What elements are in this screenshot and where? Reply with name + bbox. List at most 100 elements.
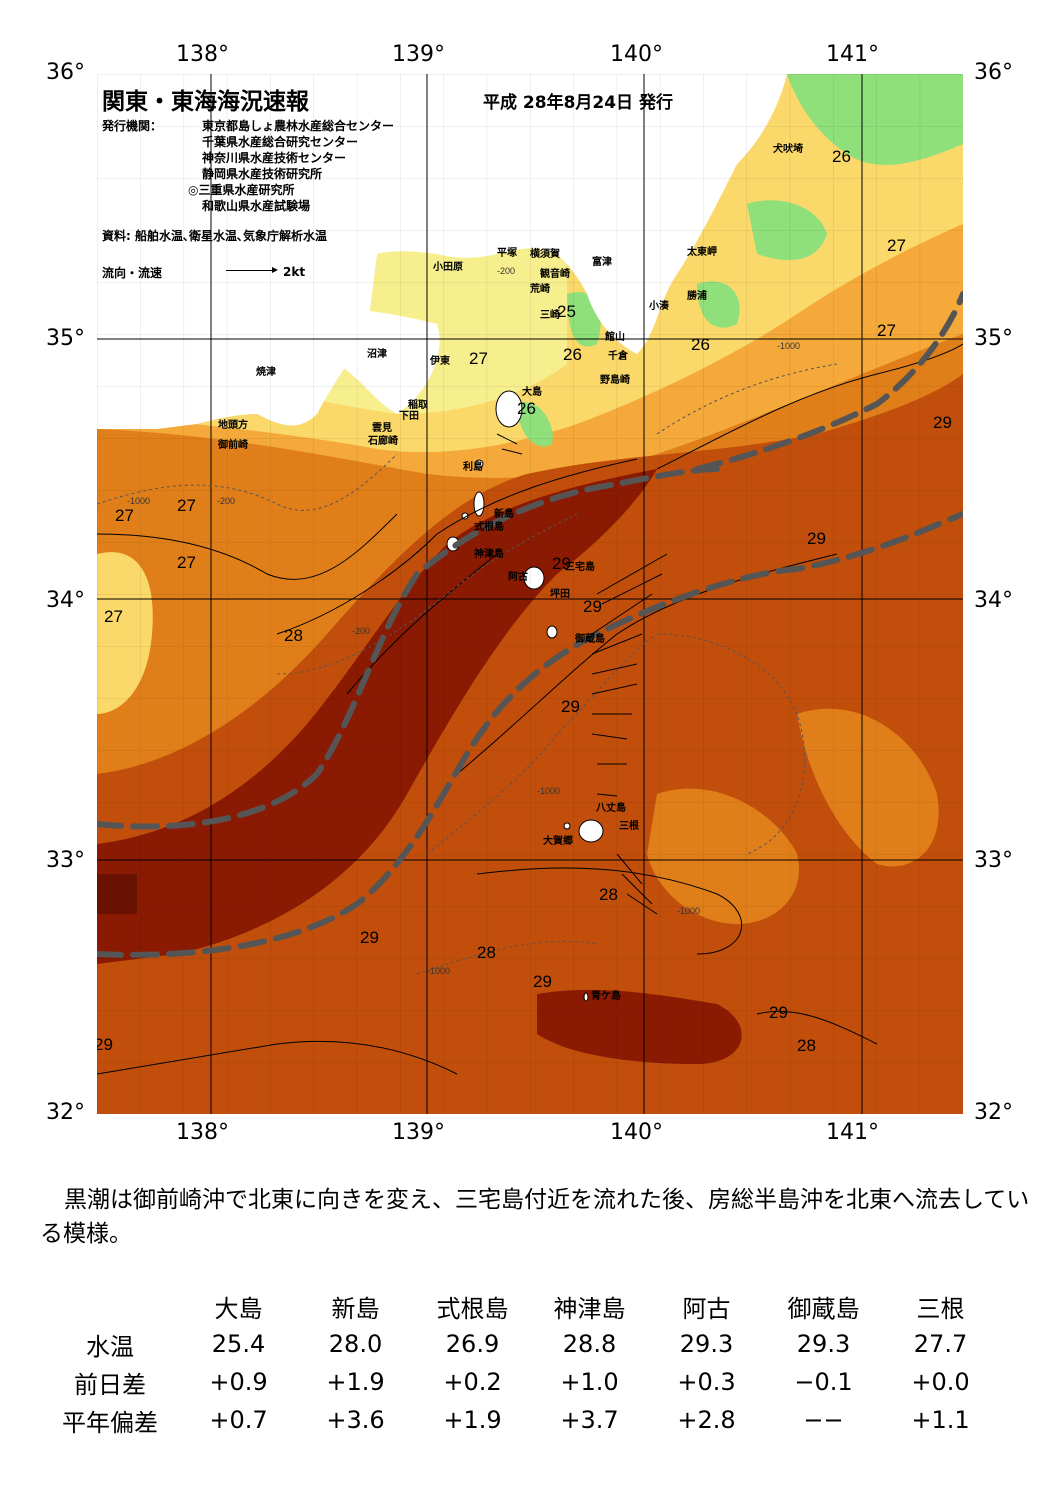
temp-label: 29 [583, 597, 602, 616]
lon-label-140-bottom: 140° [610, 1120, 663, 1145]
table-cell: +0.9 [209, 1368, 268, 1396]
svg-text:-200: -200 [497, 266, 515, 276]
table-row: 平年偏差 +0.7 +3.6 +1.9 +3.7 +2.8 −− +1.1 [40, 1401, 999, 1439]
kuroshio-path [97, 291, 963, 958]
place-name: 千倉 [608, 351, 628, 362]
svg-text:-200: -200 [352, 626, 370, 636]
place-name: 館山 [605, 332, 625, 343]
sea-temperature-map: 26 27 27 25 26 26 27 26 29 27 27 27 27 2… [97, 74, 963, 1114]
lon-label-139-bottom: 139° [392, 1120, 445, 1145]
table-cell: +2.8 [677, 1406, 736, 1434]
place-name: 三根 [619, 821, 639, 832]
table-cell: +0.2 [443, 1368, 502, 1396]
publisher-item: ◎三重県水産研究所 [188, 183, 295, 197]
svg-text:-1000: -1000 [427, 966, 450, 976]
station-header: 神津島 [553, 1294, 626, 1323]
lat-label-35-left: 35° [46, 326, 85, 351]
publisher-label: 発行機関： [102, 119, 163, 133]
place-name: 稲取 [408, 400, 428, 411]
place-name: 小湊 [649, 301, 669, 312]
place-name: 野島崎 [600, 375, 630, 386]
temp-label: 29 [807, 529, 826, 548]
table-row: 水温 25.4 28.0 26.9 28.8 29.3 29.3 27.7 [40, 1325, 999, 1363]
temp-label: 29 [933, 413, 952, 432]
table-cell: +1.0 [560, 1368, 619, 1396]
current-vectors [496, 433, 668, 915]
temp-label: 28 [477, 943, 496, 962]
table-cell: +0.3 [677, 1368, 736, 1396]
lat-label-32-right: 32° [974, 1100, 1013, 1125]
table-cell: −− [803, 1406, 844, 1434]
table-cell: −0.1 [794, 1368, 853, 1396]
table-cell: 29.3 [679, 1330, 734, 1358]
temp-label: 27 [469, 349, 488, 368]
lon-label-138-top: 138° [176, 42, 229, 67]
table-header-row: 大島 新島 式根島 神津島 阿古 御蔵島 三根 [40, 1287, 999, 1325]
station-header: 新島 [331, 1294, 380, 1323]
place-name: 阿古 [508, 572, 528, 583]
place-name: 三崎 [540, 310, 560, 321]
temp-label: 27 [877, 321, 896, 340]
data-source: 資料: 船舶水温､衛星水温､気象庁解析水温 [102, 229, 327, 243]
svg-text:-1000: -1000 [677, 906, 700, 916]
svg-text:-1000: -1000 [537, 786, 560, 796]
temp-label: 29 [360, 928, 379, 947]
observation-table: 大島 新島 式根島 神津島 阿古 御蔵島 三根 水温 25.4 28.0 26.… [40, 1287, 999, 1439]
place-name: 御蔵島 [575, 634, 605, 645]
issue-date: 平成 28年8月24日 発行 [483, 93, 673, 113]
svg-text:-1000: -1000 [127, 496, 150, 506]
publisher-item: 千葉県水産総合研究センター [202, 135, 359, 149]
place-name: 地頭方 [218, 420, 248, 431]
place-name: 雲見 [372, 423, 392, 434]
lat-label-34-right: 34° [974, 588, 1013, 613]
svg-text:-200: -200 [217, 496, 235, 506]
place-name: 太東岬 [687, 247, 717, 258]
lat-label-32-left: 32° [46, 1100, 85, 1125]
depth-labels: -1000 -200 -1000 -200 -1000 -1000 -1000 … [127, 266, 800, 976]
flow-legend-arrow [226, 270, 276, 271]
lon-label-138-bottom: 138° [176, 1120, 229, 1145]
station-header: 三根 [916, 1294, 965, 1323]
lon-label-141-top: 141° [826, 42, 879, 67]
place-name: 八丈島 [596, 803, 626, 814]
lon-label-141-bottom: 141° [826, 1120, 879, 1145]
table-cell: +0.7 [209, 1406, 268, 1434]
table-cell: +3.7 [560, 1406, 619, 1434]
lat-label-33-left: 33° [46, 848, 85, 873]
place-name: 焼津 [256, 367, 276, 378]
temp-label: 28 [797, 1036, 816, 1055]
temp-label: 28 [284, 626, 303, 645]
place-name: 式根島 [474, 522, 504, 533]
table-cell: +3.6 [326, 1406, 385, 1434]
publisher-item: 東京都島しょ農林水産総合センター [202, 119, 395, 133]
place-name: 下田 [399, 411, 419, 422]
depth-contours [97, 363, 838, 975]
temp-label: 27 [177, 553, 196, 572]
place-name: 沼津 [367, 349, 387, 360]
table-cell: 26.9 [445, 1330, 500, 1358]
place-name: 富津 [592, 257, 612, 268]
temp-label: 28 [599, 885, 618, 904]
row-label: 平年偏差 [62, 1408, 158, 1437]
lat-label-36-right: 36° [974, 60, 1013, 85]
temp-label: 29 [561, 697, 580, 716]
lat-label-36-left: 36° [46, 60, 85, 85]
place-name: 三宅島 [565, 562, 595, 573]
temp-label: 29 [533, 972, 552, 991]
temp-label: 27 [104, 607, 123, 626]
temp-label: 27 [115, 506, 134, 525]
flow-legend-label: 流向・流速 [102, 266, 163, 280]
table-cell: 28.0 [328, 1330, 383, 1358]
table-cell: 27.7 [913, 1330, 968, 1358]
place-name: 御前崎 [218, 440, 248, 451]
table-cell: 25.4 [211, 1330, 266, 1358]
station-header: 大島 [214, 1294, 263, 1323]
temp-label: 29 [97, 1035, 113, 1054]
place-name: 新島 [494, 509, 514, 520]
publisher-item: 静岡県水産技術研究所 [202, 167, 323, 181]
place-name: 青ケ島 [591, 991, 621, 1002]
flow-legend-speed: 2kt [283, 265, 306, 279]
place-name: 観音崎 [540, 269, 570, 280]
place-name: 大島 [522, 387, 542, 398]
place-name: 勝浦 [687, 291, 707, 302]
